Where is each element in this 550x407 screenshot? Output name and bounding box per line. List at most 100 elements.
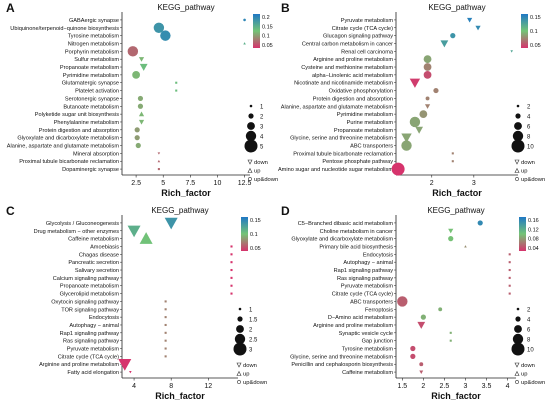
data-point (230, 253, 233, 256)
size-legend-label: 2 (260, 115, 264, 121)
category-label: Alanine, aspartate and glutamate metabol… (7, 144, 120, 150)
category-label: Pyruvate metabolism (341, 284, 394, 290)
size-legend-dot (244, 139, 258, 153)
data-point (164, 308, 167, 311)
colorbar-tick-label: 0.05 (262, 43, 273, 49)
colorbar-tick-label: 0.16 (528, 218, 539, 224)
size-legend-dot (238, 307, 242, 311)
category-label: Pancreatic secretion (68, 260, 119, 266)
size-legend-dot (512, 130, 524, 142)
category-label: Platelet activation (75, 89, 119, 95)
category-label: Autophagy − animal (69, 323, 119, 329)
size-legend-label: 6 (527, 125, 531, 131)
colorbar-tick-label: 0.1 (262, 34, 270, 40)
category-label: Arginine and proline metabolism (313, 323, 393, 329)
x-tick-label: 3 (472, 180, 476, 187)
category-label: ABC transporters (350, 144, 393, 150)
category-label: Dopaminergic synapse (62, 167, 119, 173)
data-point (230, 276, 233, 279)
chart-title: KEGG_pathway (151, 206, 208, 215)
category-label: Chagas disease (79, 252, 119, 258)
shape-legend-label: up&down (254, 177, 278, 183)
x-axis-label: Rich_factor (155, 391, 205, 401)
data-point (164, 323, 167, 327)
category-label: Butanoate metabolism (63, 104, 119, 110)
category-label: Oxytocin signaling pathway (51, 299, 119, 305)
chart-title: KEGG_pathway (428, 3, 485, 12)
data-point (132, 70, 141, 79)
category-label: Nitrogen metabolism (68, 41, 120, 47)
data-point (419, 362, 424, 367)
data-point (127, 46, 139, 57)
size-legend-label: 2 (527, 105, 531, 111)
shape-legend-marker-up (236, 370, 242, 376)
category-label: Pyrimidine metabolism (337, 112, 394, 118)
category-label: Endocytosis (89, 315, 119, 321)
data-point (417, 321, 426, 329)
category-label: ABC transporters (350, 299, 393, 305)
colorbar-tick-label: 0.05 (530, 43, 541, 49)
category-label: Glyoxylate and dicarboxylate metabolism (291, 237, 393, 243)
data-point (464, 245, 467, 248)
data-point (425, 96, 430, 101)
category-label: Ubiquinone/terpenoid−quinone biosynthesi… (10, 26, 119, 32)
data-point (118, 359, 132, 371)
data-point (423, 70, 432, 79)
category-label: Glycine, serine and threonine metabolism (290, 354, 393, 360)
shape-legend-label: up (254, 169, 260, 175)
x-axis-label: Rich_factor (161, 188, 211, 198)
data-point (440, 40, 449, 48)
x-tick-label: 10 (214, 180, 222, 187)
shape-legend-label: down (521, 363, 535, 369)
size-legend-label: 10 (527, 348, 534, 354)
category-label: Arginine and proline metabolism (39, 362, 119, 368)
data-point (475, 25, 481, 31)
category-label: D−Amino acid metabolism (328, 315, 393, 321)
category-label: Ras signaling pathway (337, 276, 393, 282)
colorbar-tick-label: 0.15 (250, 218, 261, 224)
category-label: Caffeine metabolism (342, 370, 393, 376)
data-point (129, 371, 132, 374)
shape-legend-label: up&down (243, 380, 267, 386)
data-point (409, 116, 421, 128)
x-tick-label: 1.5 (397, 383, 407, 390)
data-point (508, 261, 511, 264)
data-point (419, 370, 424, 375)
data-point (230, 261, 233, 264)
data-point (134, 127, 140, 133)
category-label: Propanoate metabolism (334, 128, 393, 134)
data-point (448, 228, 454, 234)
data-point (139, 232, 153, 244)
panel-letter: B (281, 1, 290, 15)
data-point (164, 316, 167, 319)
size-legend-dot (511, 342, 525, 356)
shape-legend-label: up (243, 372, 249, 378)
shape-legend-label: down (254, 160, 268, 166)
shape-legend-marker-down (514, 362, 520, 368)
x-tick-label: 2.5 (131, 180, 141, 187)
category-label: Tyrosine metabolism (68, 34, 120, 40)
size-legend-label: 5 (260, 145, 264, 151)
category-label: Ras signaling pathway (63, 339, 119, 345)
data-point (510, 50, 513, 53)
category-label: Drug metabolism − other enzymes (34, 229, 120, 235)
size-legend-dot (514, 122, 522, 130)
category-label: Proximal tubule bicarbonate reclamation (293, 151, 393, 157)
data-point (134, 135, 140, 141)
data-point (410, 353, 416, 359)
data-point (175, 89, 178, 92)
colorbar (241, 217, 248, 251)
colorbar-tick-label: 0.15 (262, 24, 273, 30)
x-axis-label: Rich_factor (431, 391, 481, 401)
x-tick-label: 3 (464, 383, 468, 390)
size-legend-dot (234, 333, 246, 345)
category-label: Arginine and proline metabolism (313, 57, 393, 63)
category-label: Sulfur metabolism (74, 57, 119, 63)
x-tick-label: 7.5 (185, 180, 195, 187)
size-legend-dot (514, 325, 522, 333)
panel-letter: C (6, 204, 15, 218)
data-point (138, 111, 145, 117)
size-legend-dot (512, 333, 524, 345)
data-point (438, 307, 443, 312)
